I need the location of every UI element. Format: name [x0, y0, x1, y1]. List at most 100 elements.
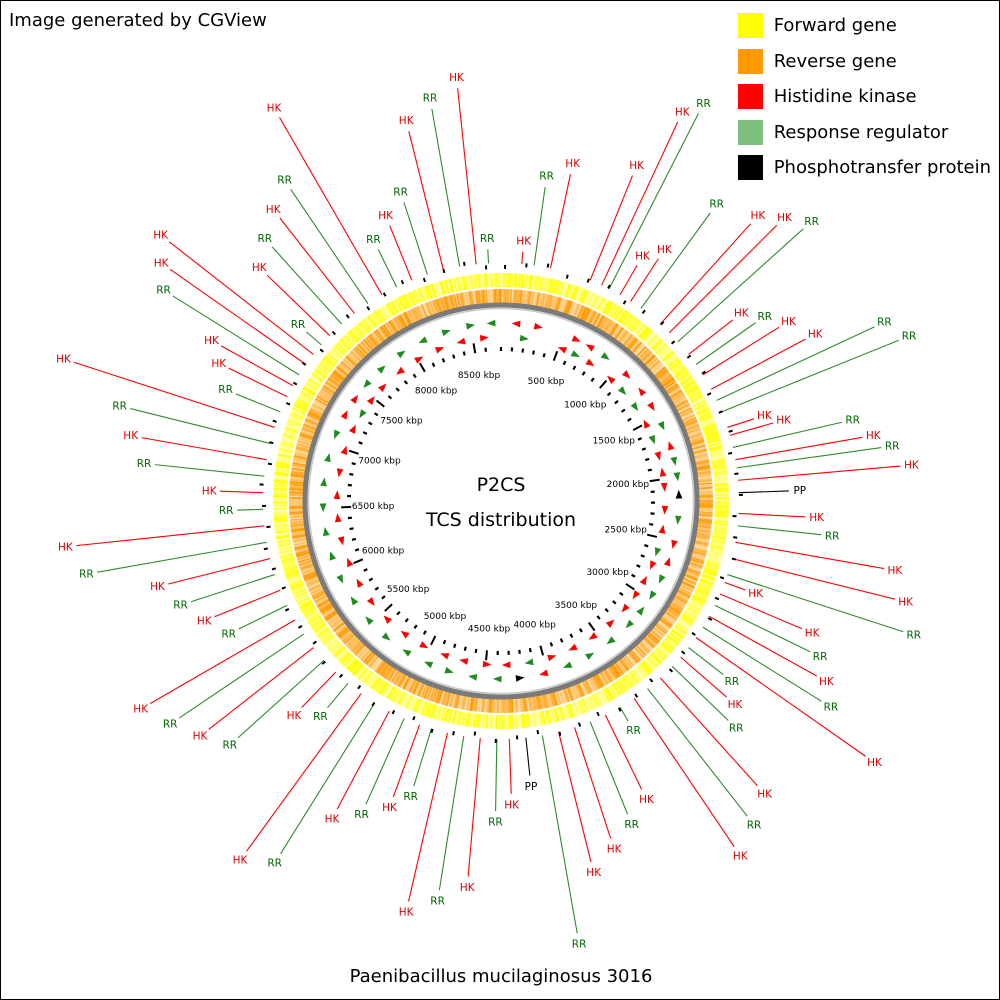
- forward-gene-mark: [411, 290, 419, 305]
- reverse-gene-mark: [637, 347, 649, 360]
- reverse-gene-mark: [335, 367, 348, 378]
- reverse-gene-mark: [475, 290, 479, 305]
- reverse-gene-mark: [663, 613, 676, 623]
- forward-gene-mark: [286, 573, 301, 580]
- forward-gene-mark: [712, 529, 727, 534]
- outer-feature-tick: [686, 354, 692, 359]
- forward-gene-mark: [607, 303, 616, 317]
- forward-gene-mark: [339, 652, 351, 664]
- reverse-gene-mark: [364, 338, 375, 350]
- forward-gene-mark: [579, 699, 586, 714]
- forward-gene-mark: [537, 711, 542, 726]
- reverse-gene-mark: [612, 663, 622, 677]
- reverse-gene-mark: [584, 308, 592, 323]
- forward-gene-mark: [570, 702, 577, 717]
- reverse-gene-mark: [659, 618, 672, 629]
- reverse-gene-mark: [686, 426, 700, 433]
- reverse-gene-mark: [600, 317, 609, 331]
- forward-gene-mark: [295, 400, 310, 408]
- forward-gene-mark: [670, 361, 683, 372]
- forward-gene-mark: [562, 282, 568, 297]
- feature-label: HK: [728, 699, 744, 711]
- forward-gene-mark: [285, 572, 300, 579]
- forward-gene-mark: [662, 640, 675, 651]
- reverse-gene-mark: [651, 628, 663, 640]
- forward-gene-mark: [277, 543, 292, 548]
- reverse-gene-mark: [478, 290, 482, 305]
- ruler-tick: [604, 608, 609, 613]
- reverse-gene-mark: [346, 636, 359, 648]
- forward-gene-mark: [289, 413, 304, 421]
- reverse-gene-mark: [359, 648, 371, 661]
- tcs-arrow: [319, 503, 327, 513]
- forward-gene-mark: [614, 308, 624, 321]
- reverse-gene-mark: [448, 295, 454, 310]
- reverse-gene-mark: [350, 351, 362, 363]
- forward-gene-mark: [714, 489, 729, 492]
- reverse-gene-mark: [322, 385, 336, 395]
- reverse-gene-mark: [687, 430, 702, 437]
- legend-label: Response regulator: [773, 121, 949, 143]
- forward-gene-mark: [577, 700, 585, 714]
- reverse-gene-mark: [289, 518, 304, 522]
- reverse-gene-mark: [416, 305, 424, 320]
- reverse-gene-mark: [423, 303, 431, 317]
- forward-gene-mark: [550, 279, 556, 294]
- reverse-gene-mark: [297, 557, 312, 564]
- feature-label: RR: [267, 858, 282, 870]
- reverse-gene-mark: [676, 403, 690, 412]
- reverse-gene-mark: [562, 688, 569, 703]
- forward-gene-mark: [688, 391, 702, 400]
- reverse-gene-mark: [345, 355, 358, 367]
- reverse-gene-mark: [666, 607, 680, 617]
- forward-gene-mark: [679, 375, 693, 385]
- forward-gene-mark: [387, 302, 396, 316]
- forward-gene-mark: [308, 376, 322, 386]
- forward-gene-mark: [484, 714, 487, 729]
- reverse-gene-mark: [696, 464, 711, 469]
- reverse-gene-mark: [351, 640, 363, 652]
- tcs-arrow: [350, 394, 359, 404]
- forward-gene-mark: [452, 277, 458, 292]
- forward-gene-mark: [569, 284, 576, 299]
- forward-gene-mark: [317, 363, 331, 374]
- tcs-arrow: [340, 445, 348, 455]
- forward-gene-mark: [685, 384, 699, 394]
- reverse-gene-mark: [312, 590, 326, 599]
- forward-gene-mark: [699, 414, 713, 422]
- forward-gene-mark: [549, 709, 554, 724]
- reverse-gene-mark: [605, 668, 615, 682]
- reverse-gene-mark: [582, 307, 590, 322]
- reverse-gene-mark: [689, 436, 704, 442]
- ruler-tick: [430, 635, 437, 646]
- tcs-arrow: [378, 383, 387, 393]
- forward-gene-mark: [709, 546, 724, 551]
- reverse-gene-mark: [508, 289, 511, 304]
- reverse-gene-mark: [651, 362, 663, 374]
- forward-gene-mark: [650, 337, 662, 349]
- forward-gene-mark: [426, 703, 433, 718]
- reverse-gene-mark: [322, 607, 336, 617]
- outer-feature-tick: [728, 429, 733, 433]
- forward-gene-mark: [416, 699, 423, 714]
- reverse-gene-mark: [602, 669, 612, 683]
- forward-gene-mark: [573, 701, 580, 716]
- forward-gene-mark: [423, 285, 430, 300]
- forward-gene-mark: [626, 673, 636, 686]
- tcs-arrow: [419, 641, 429, 649]
- reverse-gene-mark: [696, 469, 711, 473]
- forward-gene-mark: [358, 321, 369, 334]
- reverse-gene-mark: [613, 326, 623, 339]
- reverse-gene-mark: [447, 295, 453, 310]
- forward-gene-mark: [685, 608, 699, 618]
- feature-label: HK: [133, 704, 149, 716]
- reverse-gene-mark: [645, 356, 658, 368]
- forward-gene-mark: [340, 337, 352, 349]
- forward-gene-mark: [344, 334, 356, 346]
- reverse-gene-mark: [305, 578, 320, 586]
- reverse-gene-mark: [635, 345, 647, 358]
- ruler-tick: [463, 646, 467, 651]
- forward-gene-mark: [579, 288, 586, 303]
- forward-gene-mark: [410, 291, 418, 305]
- tcs-arrow: [366, 396, 375, 405]
